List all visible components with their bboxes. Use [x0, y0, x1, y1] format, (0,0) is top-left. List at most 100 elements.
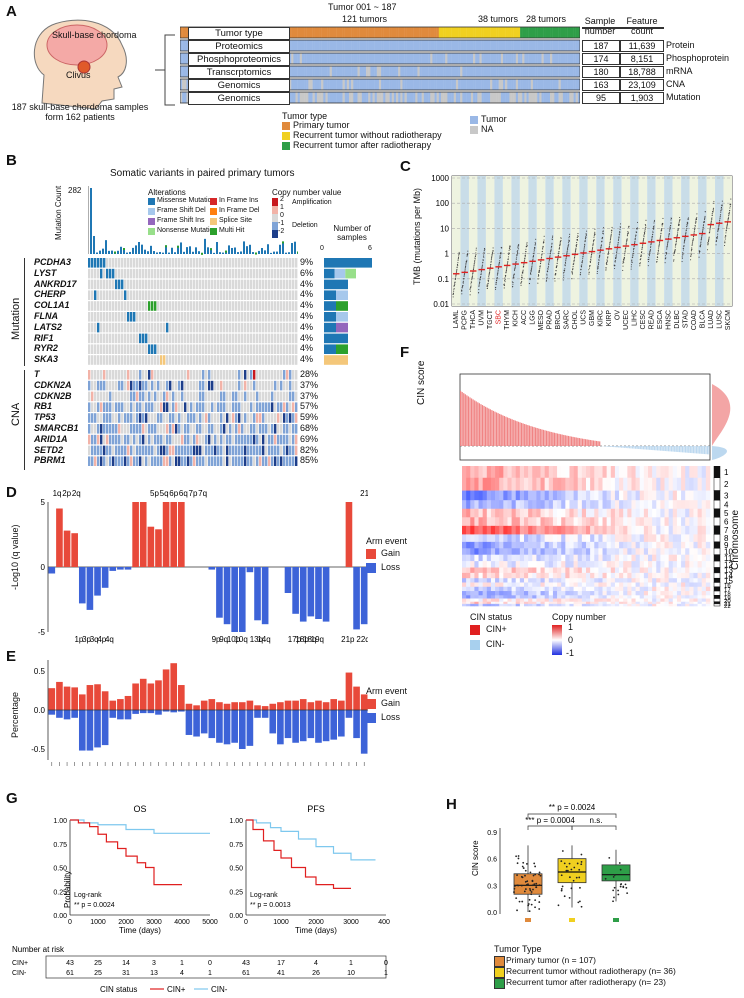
a-cell: [396, 53, 399, 64]
cna-cell: [139, 413, 142, 423]
heat-cell: [490, 500, 496, 510]
c-point: [729, 205, 731, 207]
cna-cell: [130, 402, 133, 412]
heat-cell: [701, 508, 707, 518]
a-cell: [502, 53, 506, 64]
onco-cell: [103, 301, 106, 311]
mut-gene-pct: 4%: [300, 354, 314, 365]
a-cell: [182, 40, 185, 51]
cna-gene-pct: 85%: [300, 455, 319, 466]
cna-cell: [247, 424, 250, 434]
a-cell: [344, 79, 348, 90]
c-point: [495, 288, 497, 290]
cna-cell: [241, 391, 244, 402]
heat-cell: [581, 490, 587, 501]
cna-cell: [265, 445, 268, 456]
c-point: [520, 282, 522, 284]
c-point: [677, 231, 679, 233]
cna-cell: [217, 402, 220, 412]
a-cell: [554, 66, 557, 77]
heat-cell: [652, 534, 657, 543]
cna-cell: [184, 402, 187, 412]
onco-cell: [172, 268, 175, 279]
c-point: [462, 281, 464, 283]
cna-cell: [220, 380, 223, 391]
heat-cell: [507, 534, 512, 543]
cin-neg-bar: [611, 446, 613, 447]
heat-cell: [586, 477, 591, 491]
heat-cell: [577, 500, 583, 510]
a-cell: [291, 53, 294, 64]
c-point: [686, 227, 688, 229]
cna-cell: [124, 380, 127, 391]
heat-cell: [627, 525, 632, 535]
a-cell: [556, 92, 559, 103]
heat-cell: [462, 525, 467, 535]
c-point: [558, 247, 560, 250]
a-cell: [451, 53, 454, 64]
a-cell: [383, 53, 386, 64]
onco-cell: [250, 344, 253, 354]
cna-cell: [286, 424, 289, 434]
c-point: [724, 242, 726, 244]
onco-cell: [223, 344, 226, 354]
c-point: [592, 246, 594, 248]
c-point: [600, 245, 602, 247]
heat-cell: [544, 477, 550, 491]
a-cell: [511, 40, 514, 51]
cna-cell: [175, 370, 178, 380]
onco-cell: [151, 290, 154, 300]
c-point: [551, 242, 553, 244]
onco-cell: [157, 333, 160, 344]
onco-cell: [139, 268, 142, 279]
onco-cell: [268, 290, 271, 300]
heat-cell: [681, 517, 686, 527]
cin-neg-bar: [703, 446, 705, 455]
a-cell: [404, 92, 407, 103]
c-ytick: 100: [436, 199, 450, 208]
c-point: [520, 278, 522, 280]
a-cell: [381, 40, 384, 51]
a-cell: [327, 66, 330, 77]
cna-cell: [232, 402, 235, 412]
onco-cell: [271, 279, 274, 290]
cna-cell: [253, 380, 256, 391]
cna-cell: [151, 456, 154, 466]
a-cell: [428, 92, 431, 103]
cna-cell: [184, 370, 187, 380]
heat-cell: [503, 490, 508, 501]
c-point: [670, 225, 672, 227]
heat-cell: [594, 517, 599, 527]
c-point: [711, 214, 713, 216]
c-point: [538, 274, 540, 277]
heat-cell: [573, 500, 579, 510]
a-cell: [381, 53, 384, 64]
heat-cell: [561, 525, 566, 535]
heat-cell: [511, 477, 517, 491]
heat-cell: [462, 500, 467, 510]
c-point: [710, 225, 712, 227]
a-cell: [552, 92, 555, 103]
onco-cell: [187, 258, 190, 268]
c-ylabel: TMB (mutations per Mb): [412, 187, 422, 285]
onco-cell: [109, 344, 112, 354]
c-point: [499, 260, 501, 262]
mutation-count-bar: [204, 238, 206, 254]
onco-cell: [145, 290, 148, 300]
a-cell: [344, 27, 348, 38]
cin-pos-bar: [581, 438, 584, 446]
cna-cell: [97, 413, 100, 423]
e-gain-bar: [155, 680, 162, 710]
cna-cell: [127, 445, 130, 456]
c-xtick: MESO: [538, 309, 545, 330]
c-point: [490, 258, 493, 260]
cna-cell: [184, 380, 187, 391]
a-cell: [186, 53, 189, 64]
c-point: [581, 261, 583, 263]
cna-cell: [211, 380, 214, 391]
cna-cell: [226, 456, 229, 466]
onco-cell: [142, 301, 145, 311]
a-legend-swatch-tumor: [470, 116, 478, 124]
a-cell: [348, 79, 352, 90]
a-cell: [370, 53, 373, 64]
